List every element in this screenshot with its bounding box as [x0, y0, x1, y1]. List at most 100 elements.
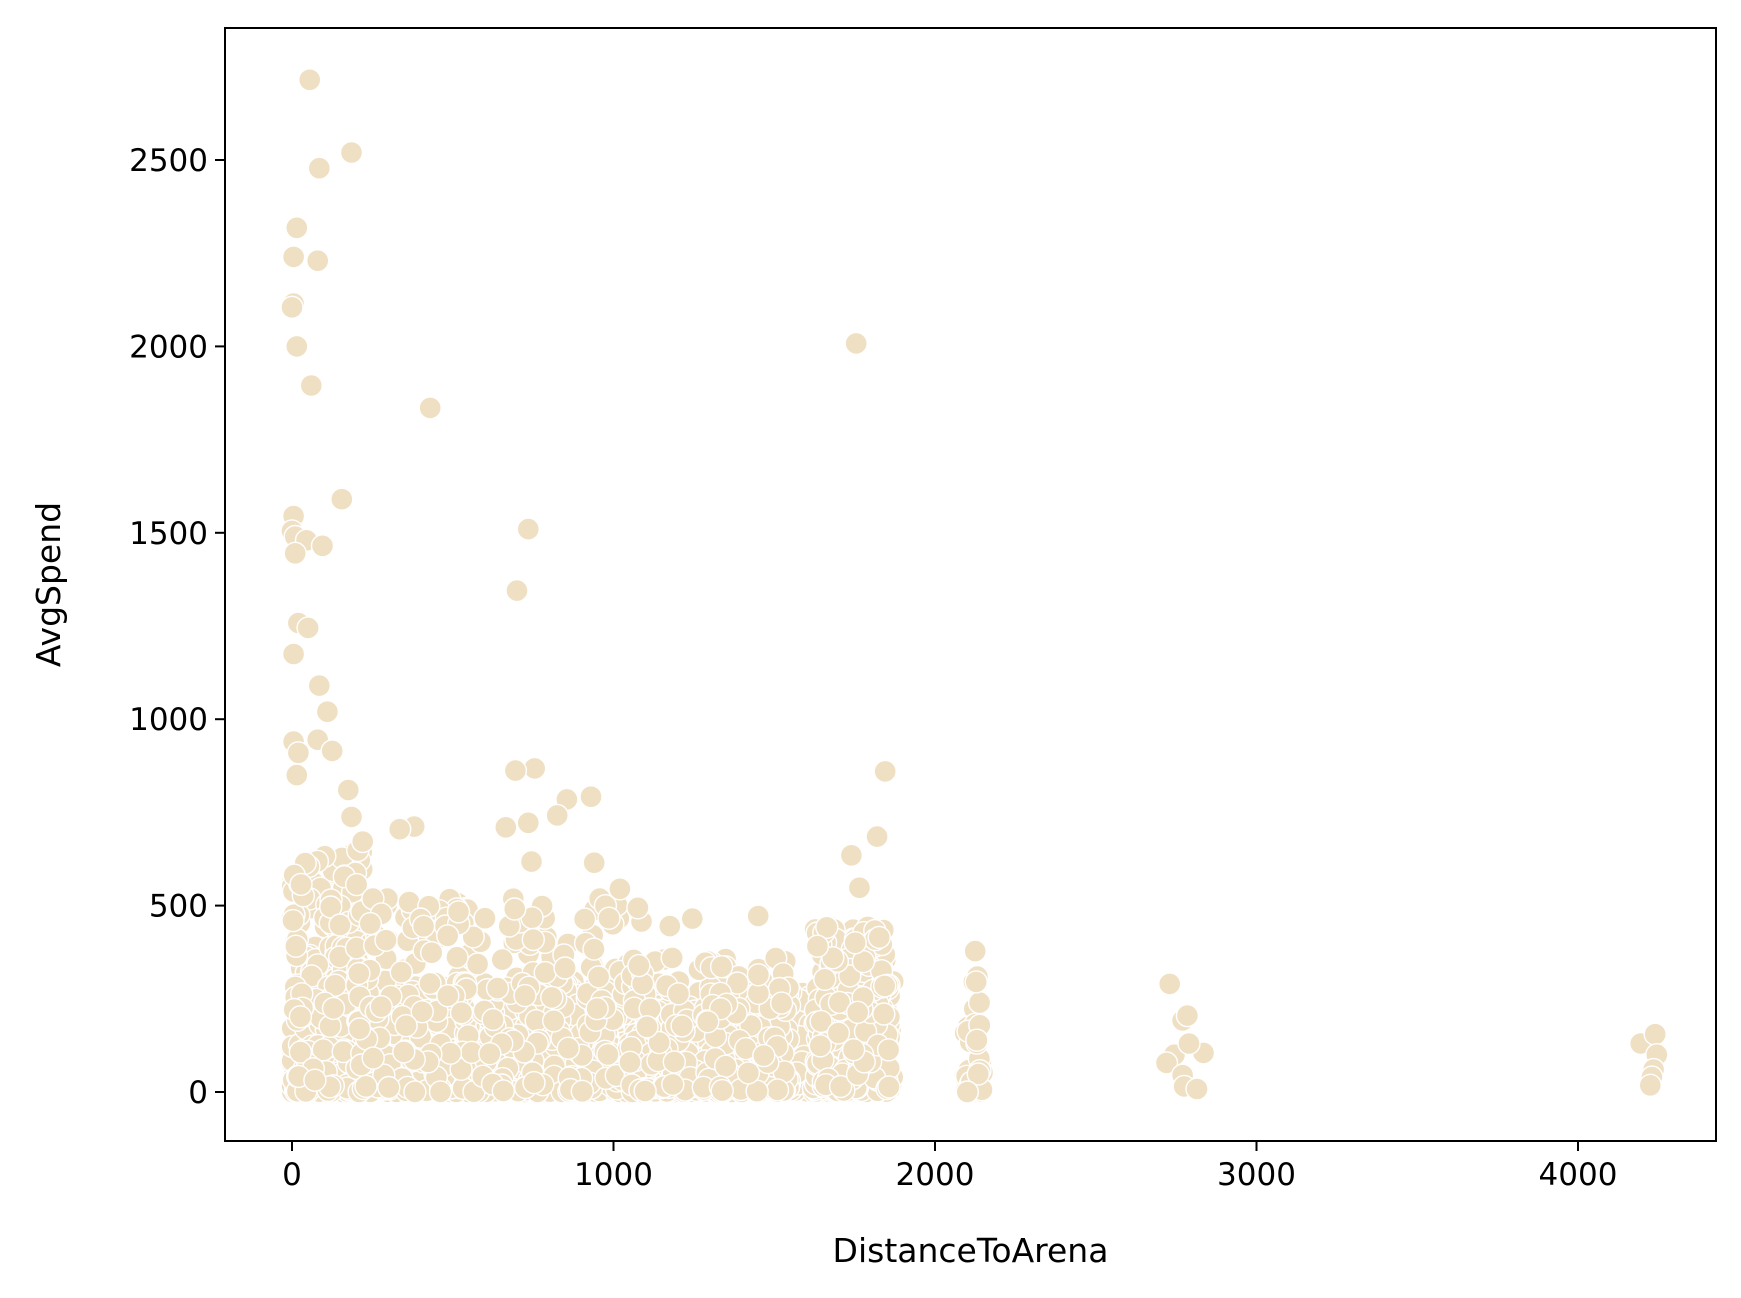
scatter-point — [955, 1080, 979, 1104]
scatter-point — [438, 1041, 463, 1065]
scatter-point — [967, 990, 992, 1015]
scatter-point — [680, 906, 704, 931]
scatter-point — [445, 945, 469, 969]
scatter-point — [556, 1036, 580, 1060]
scatter-point — [572, 907, 597, 931]
scatter-point — [389, 960, 413, 984]
scatter-point — [736, 1061, 761, 1085]
x-tick-label: 2000 — [896, 1157, 975, 1193]
scatter-point — [827, 990, 852, 1015]
scatter-point — [847, 876, 872, 900]
scatter-point — [963, 939, 987, 963]
scatter-point — [374, 928, 398, 952]
scatter-point — [635, 1015, 659, 1039]
scatter-point — [714, 1054, 738, 1078]
scatter-point — [465, 952, 490, 976]
scatter-point — [310, 534, 335, 558]
scatter-point — [358, 911, 382, 936]
scatter-point — [306, 249, 330, 273]
scatter-point — [844, 331, 868, 356]
scatter-point — [411, 914, 436, 938]
scatter-point — [658, 914, 682, 938]
scatter-point — [846, 1000, 870, 1024]
scatter-point — [436, 924, 460, 948]
scatter-point — [746, 904, 770, 928]
scatter-point — [1175, 1003, 1200, 1028]
scatter-point — [299, 964, 324, 988]
scatter-point — [296, 616, 320, 640]
scatter-point — [964, 970, 988, 994]
scatter-point — [752, 1043, 776, 1068]
y-tick-label: 1000 — [129, 702, 208, 738]
scatter-point — [286, 741, 311, 765]
scatter-point — [418, 971, 442, 996]
data-points — [280, 68, 1669, 1104]
scatter-point — [626, 896, 650, 920]
scatter-point — [436, 984, 460, 1008]
scatter-point — [307, 673, 331, 698]
scatter-point — [330, 487, 354, 511]
scatter-point — [843, 931, 867, 955]
scatter-point — [808, 1034, 832, 1058]
x-tick-label: 3000 — [1217, 1157, 1296, 1193]
x-tick-label: 1000 — [574, 1157, 653, 1193]
scatter-point — [765, 1078, 790, 1102]
scatter-point — [570, 1079, 594, 1104]
scatter-point — [966, 1062, 990, 1086]
scatter-point — [582, 937, 606, 961]
scatter-point — [813, 967, 837, 991]
scatter-point — [519, 849, 544, 874]
scatter-point — [289, 872, 313, 897]
scatter-point — [307, 156, 331, 180]
scatter-point — [522, 1070, 546, 1095]
scatter-point — [805, 934, 830, 958]
scatter-point — [298, 68, 322, 92]
scatter-point — [473, 906, 497, 930]
scatter-point — [315, 700, 340, 724]
scatter-point — [662, 1050, 686, 1074]
scatter-point — [826, 1021, 851, 1045]
scatter-point — [303, 1068, 327, 1092]
scatter-point — [647, 1030, 671, 1055]
x-axis-ticks: 0 1000 2000 3000 4000 — [282, 1141, 1617, 1193]
scatter-point — [345, 872, 369, 897]
scatter-point — [490, 947, 514, 972]
scatter-point — [608, 877, 632, 901]
scatter-point — [876, 1038, 901, 1062]
scatter-point — [1177, 1031, 1201, 1056]
scatter-point — [369, 995, 393, 1019]
scatter-point — [394, 1013, 418, 1038]
scatter-point — [815, 915, 839, 939]
y-axis-label: AvgSpend — [29, 502, 68, 667]
scatter-point — [478, 1041, 502, 1066]
scatter-point — [281, 642, 306, 666]
scatter-point — [446, 900, 471, 924]
scatter-point — [339, 805, 364, 829]
scatter-point — [586, 965, 611, 989]
scatter-point — [597, 906, 621, 930]
scatter-point — [661, 1072, 685, 1097]
scatter-point — [281, 245, 306, 269]
scatter-point — [809, 1009, 833, 1034]
scatter-point — [321, 996, 346, 1021]
scatter-point — [320, 739, 344, 763]
scatter-point — [361, 1046, 385, 1070]
scatter-point — [449, 1001, 474, 1025]
scatter-point — [841, 1037, 866, 1062]
scatter-point — [513, 983, 537, 1008]
scatter-point — [582, 851, 606, 875]
scatter-point — [516, 517, 540, 541]
scatter-point — [1643, 1022, 1667, 1046]
scatter-point — [877, 1075, 901, 1099]
scatter-point — [403, 1080, 427, 1104]
scatter-point — [660, 946, 684, 970]
y-tick-label: 2500 — [129, 143, 208, 179]
scatter-point — [410, 1000, 434, 1024]
scatter-point — [579, 785, 603, 809]
scatter-point — [281, 908, 305, 933]
y-tick-label: 2000 — [129, 329, 208, 365]
scatter-point — [1185, 1077, 1209, 1101]
scatter-point — [542, 1009, 566, 1033]
scatter-point — [670, 1014, 694, 1038]
